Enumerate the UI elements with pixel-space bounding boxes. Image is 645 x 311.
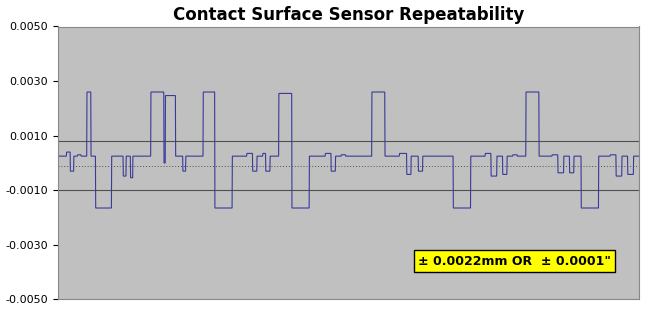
Text: ± 0.0022mm OR  ± 0.0001": ± 0.0022mm OR ± 0.0001" xyxy=(418,255,611,268)
Title: Contact Surface Sensor Repeatability: Contact Surface Sensor Repeatability xyxy=(173,6,524,24)
